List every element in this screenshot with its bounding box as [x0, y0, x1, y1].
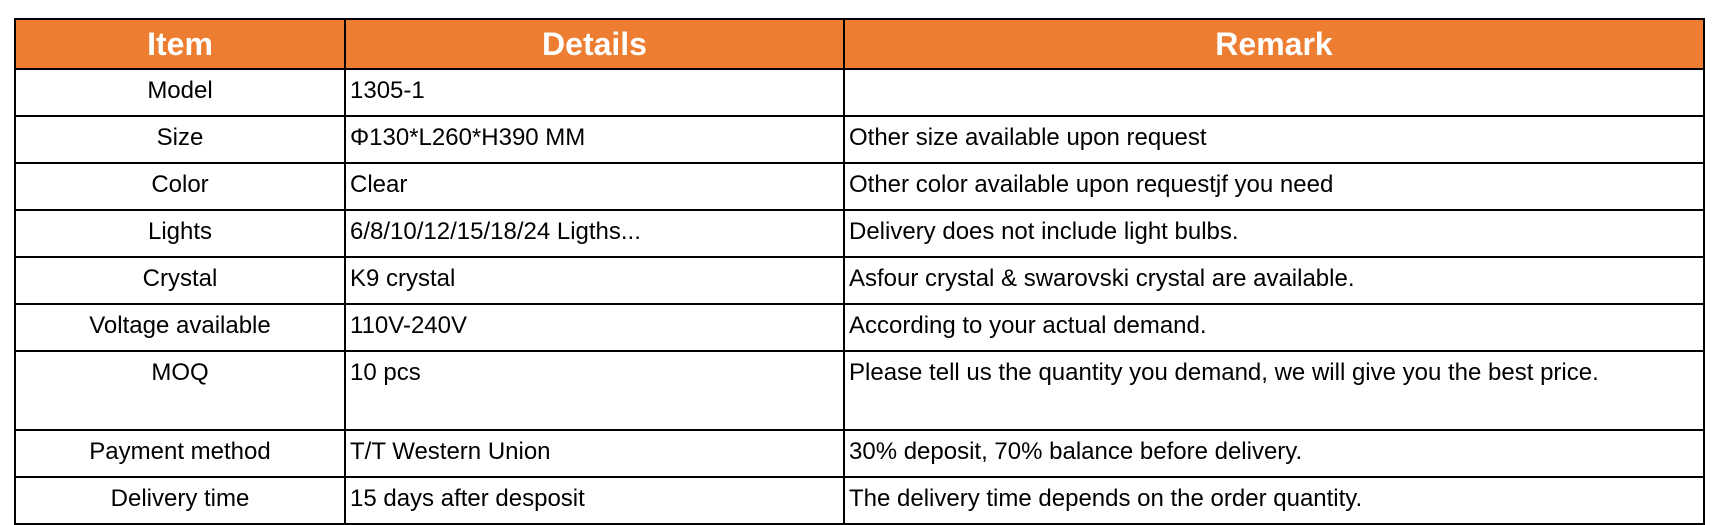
table-row: Model 1305-1 [14, 68, 1705, 117]
details-cell: Φ130*L260*H390 MM [344, 115, 845, 164]
remark-cell: Other size available upon request [843, 115, 1705, 164]
details-cell: T/T Western Union [344, 429, 845, 478]
remark-cell: According to your actual demand. [843, 303, 1705, 352]
table-row: Color Clear Other color available upon req… [14, 162, 1705, 211]
details-cell: K9 crystal [344, 256, 845, 305]
remark-cell [843, 68, 1705, 117]
details-cell: 6/8/10/12/15/18/24 Ligths... [344, 209, 845, 258]
item-cell: Color [14, 162, 346, 211]
table-row: Crystal K9 crystal Asfour crystal & swarov… [14, 256, 1705, 305]
item-cell: Lights [14, 209, 346, 258]
item-cell: Model [14, 68, 346, 117]
item-cell: Voltage available [14, 303, 346, 352]
details-cell: 15 days after desposit [344, 476, 845, 525]
remark-cell: 30% deposit, 70% balance before delivery… [843, 429, 1705, 478]
table-row: MOQ 10 pcs Please tell us the quantity you… [14, 350, 1705, 431]
table-row: Delivery time 15 days after desposit The d… [14, 476, 1705, 525]
header-item: Item [14, 18, 346, 70]
details-cell: Clear [344, 162, 845, 211]
remark-cell: Delivery does not include light bulbs. [843, 209, 1705, 258]
details-cell: 110V-240V [344, 303, 845, 352]
product-spec-table: Item Details Remark Model 1305-1 Size Φ130*… [14, 18, 1705, 525]
details-cell: 10 pcs [344, 350, 845, 431]
header-details: Details [344, 18, 845, 70]
header-remark: Remark [843, 18, 1705, 70]
table-row: Voltage available 110V-240V According to y… [14, 303, 1705, 352]
item-cell: MOQ [14, 350, 346, 431]
details-cell: 1305-1 [344, 68, 845, 117]
table-row: Payment method T/T Western Union 30% depos… [14, 429, 1705, 478]
item-cell: Payment method [14, 429, 346, 478]
table-row: Lights 6/8/10/12/15/18/24 Ligths... Delive… [14, 209, 1705, 258]
remark-cell: Asfour crystal & swarovski crystal are a… [843, 256, 1705, 305]
remark-cell: The delivery time depends on the order q… [843, 476, 1705, 525]
header-row: Item Details Remark [14, 18, 1705, 70]
remark-cell: Please tell us the quantity you demand, … [843, 350, 1705, 431]
item-cell: Size [14, 115, 346, 164]
item-cell: Crystal [14, 256, 346, 305]
remark-cell: Other color available upon requestjf you… [843, 162, 1705, 211]
table-row: Size Φ130*L260*H390 MM Other size availabl… [14, 115, 1705, 164]
item-cell: Delivery time [14, 476, 346, 525]
